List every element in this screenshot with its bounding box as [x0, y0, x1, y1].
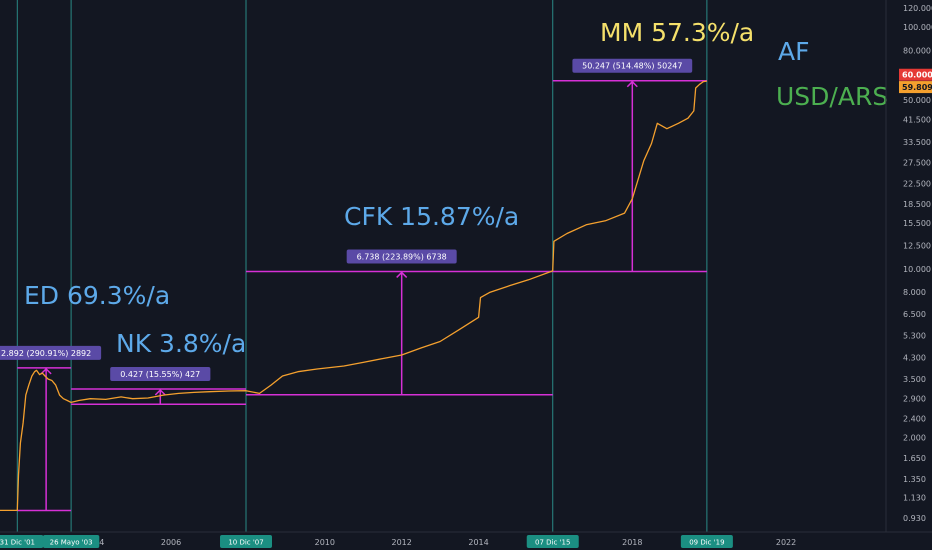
y-tick-label-19: 2.400: [903, 415, 926, 424]
y-tick-label-1: 100.000: [903, 23, 932, 32]
price-series: [0, 80, 707, 512]
event-tag-4: [680, 535, 733, 548]
y-tick-label-2: 80.000: [903, 47, 931, 56]
y-tick-label-13: 8.000: [903, 288, 926, 297]
event-tag-label-0: 31 Dic '01: [0, 539, 35, 547]
y-tick-label-6: 33.500: [903, 138, 931, 147]
x-tick-label-1: 2006: [161, 538, 181, 547]
price-tag-1: [899, 81, 932, 94]
y-tick-label-12: 10.000: [903, 265, 931, 274]
y-tick-label-15: 5.300: [903, 331, 926, 340]
measure-arrowhead-3: [626, 80, 638, 88]
measure-label-1: 0.427 (15.55%) 427: [120, 370, 200, 379]
annotations: ED 69.3%/a NK 3.8%/a CFK 15.87%/a MM 57.3%/…: [24, 18, 888, 358]
measure-label-0: 2.892 (290.91%) 2892: [1, 349, 91, 358]
price-tag-label-1: 59.809: [902, 83, 932, 92]
measure-box-3: [572, 58, 693, 73]
measure-box-2: [346, 249, 457, 264]
y-axis: 120.000100.00080.00064.00050.00041.50033…: [885, 0, 932, 532]
measure-arrowhead-0: [40, 367, 52, 375]
y-tick-label-24: 0.930: [903, 514, 926, 523]
series-line-0: [0, 80, 707, 512]
y-tick-label-0: 120.000: [903, 4, 932, 13]
event-tag-2: [220, 535, 273, 548]
x-axis: 200420062010201220142018202231 Dic '0126…: [0, 531, 932, 548]
y-tick-label-16: 4.300: [903, 353, 926, 362]
event-tag-label-1: 26 Mayo '03: [50, 539, 93, 547]
measure-label-2: 6.738 (223.89%) 6738: [357, 252, 447, 261]
event-tag-label-3: 07 Dic '15: [535, 539, 570, 547]
y-tick-label-9: 18.500: [903, 200, 931, 209]
measure-box-1: [110, 367, 211, 382]
event-tag-1: [42, 535, 100, 548]
x-tick-label-4: 2014: [468, 538, 488, 547]
y-tick-label-8: 22.500: [903, 180, 931, 189]
y-tick-label-10: 15.500: [903, 219, 931, 228]
measure-arrowhead-1: [154, 388, 166, 396]
price-tag-0: [899, 68, 932, 81]
annotation-1: NK 3.8%/a: [116, 329, 246, 358]
measure-box-0: [0, 345, 102, 360]
x-tick-label-5: 2018: [622, 538, 642, 547]
annotation-4: AF: [778, 37, 809, 66]
y-tick-label-18: 2.900: [903, 395, 926, 404]
measurements: 2.892 (290.91%) 2892 0.427 (15.55%) 427 6.…: [0, 58, 707, 512]
annotation-0: ED 69.3%/a: [24, 281, 170, 310]
annotation-2: CFK 15.87%/a: [344, 202, 519, 231]
y-tick-label-4: 50.000: [903, 96, 931, 105]
y-tick-label-21: 1.650: [903, 454, 926, 463]
y-tick-label-14: 6.500: [903, 310, 926, 319]
y-tick-label-7: 27.500: [903, 159, 931, 168]
y-tick-label-11: 12.500: [903, 241, 931, 250]
event-tag-0: [0, 535, 44, 548]
y-tick-label-5: 41.500: [903, 115, 931, 124]
event-tag-label-4: 09 Dic '19: [689, 539, 724, 547]
price-tag-label-0: 60.000: [902, 71, 932, 80]
event-tag-3: [526, 535, 579, 548]
y-tick-label-23: 1.130: [903, 494, 926, 503]
annotation-3: MM 57.3%/a: [600, 18, 754, 47]
annotation-5: USD/ARS: [776, 82, 888, 111]
measure-label-3: 50.247 (514.48%) 50247: [582, 62, 682, 71]
x-tick-label-3: 2012: [391, 538, 411, 547]
event-tag-label-2: 10 Dic '07: [228, 539, 263, 547]
y-tick-label-20: 2.000: [903, 434, 926, 443]
x-tick-label-2: 2010: [315, 538, 335, 547]
measure-arrowhead-2: [396, 271, 408, 278]
y-tick-label-22: 1.350: [903, 475, 926, 484]
x-tick-label-6: 2022: [776, 538, 796, 547]
y-tick-label-17: 3.500: [903, 375, 926, 384]
